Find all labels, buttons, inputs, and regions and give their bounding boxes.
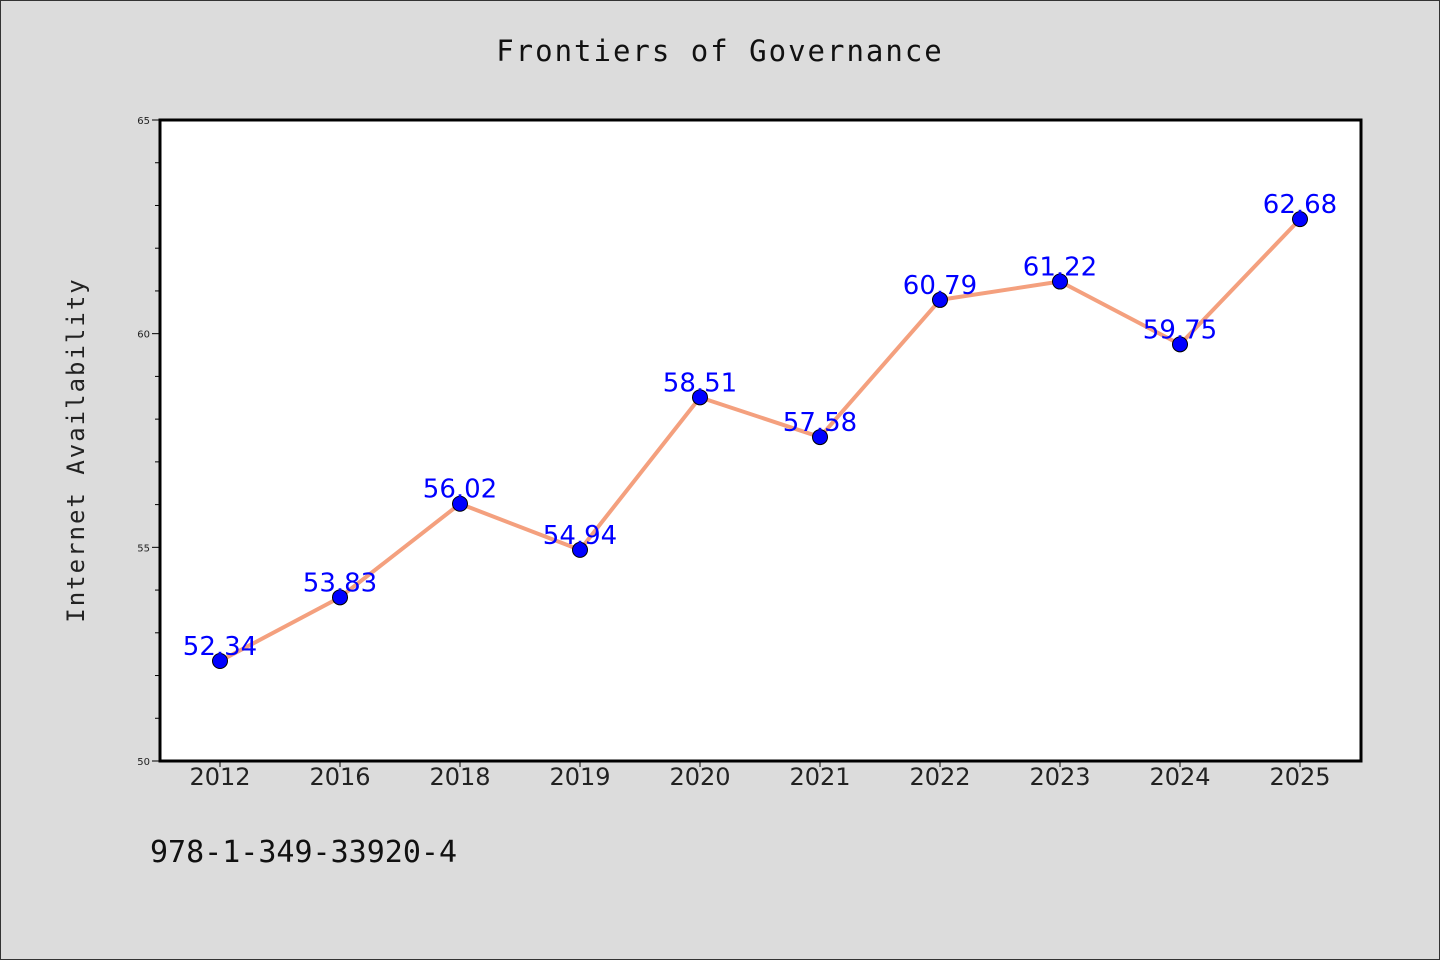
x-tick-label: 2016 <box>309 763 370 791</box>
data-label: 56.02 <box>423 475 497 505</box>
x-tick-label: 2023 <box>1029 763 1090 791</box>
data-labels: 52.34 53.83 56.02 54.94 58.51 57.58 60.79 61.22… <box>183 190 1337 662</box>
data-point <box>1172 336 1188 353</box>
data-label: 58.51 <box>663 368 737 398</box>
y-tick-label: 65 <box>137 116 150 127</box>
data-point <box>812 429 828 446</box>
data-label: 62.68 <box>1263 190 1337 220</box>
series-group <box>212 211 1308 670</box>
x-tick-label: 2020 <box>669 763 730 791</box>
data-label: 60.79 <box>903 271 977 301</box>
data-point <box>932 291 948 308</box>
data-label: 54.94 <box>543 521 617 551</box>
y-tick-label: 50 <box>137 757 150 768</box>
data-point <box>1052 273 1068 290</box>
x-tick-label: 2025 <box>1269 763 1330 791</box>
data-label: 53.83 <box>303 568 377 598</box>
x-tick-label: 2019 <box>549 763 610 791</box>
x-tick-label: 2022 <box>909 763 970 791</box>
data-label: 57.58 <box>783 408 857 438</box>
y-tick-label: 55 <box>137 543 150 554</box>
chart-title: Frontiers of Governance <box>496 34 944 68</box>
x-tick-label: 2024 <box>1149 763 1210 791</box>
y-tick-label: 60 <box>137 330 150 341</box>
x-tick-label: 2018 <box>429 763 490 791</box>
plot-area <box>158 118 1363 763</box>
data-label: 59.75 <box>1143 315 1217 345</box>
data-point <box>332 589 348 606</box>
x-tick-label: 2021 <box>789 763 850 791</box>
data-label: 61.22 <box>1023 253 1097 283</box>
data-label: 52.34 <box>183 632 257 662</box>
data-point <box>572 541 588 558</box>
x-axis: 2012 2016 2018 2019 2020 2021 2022 2023 2024 2025 <box>189 761 1331 791</box>
data-point <box>452 495 468 512</box>
series-line <box>219 217 1302 663</box>
data-point <box>212 653 228 670</box>
y-axis: 50 55 60 65 <box>137 116 160 768</box>
data-point <box>692 389 708 406</box>
x-tick-label: 2012 <box>189 763 250 791</box>
data-point <box>1292 211 1308 228</box>
isbn-footnote: 978-1-349-33920-4 <box>150 835 458 870</box>
